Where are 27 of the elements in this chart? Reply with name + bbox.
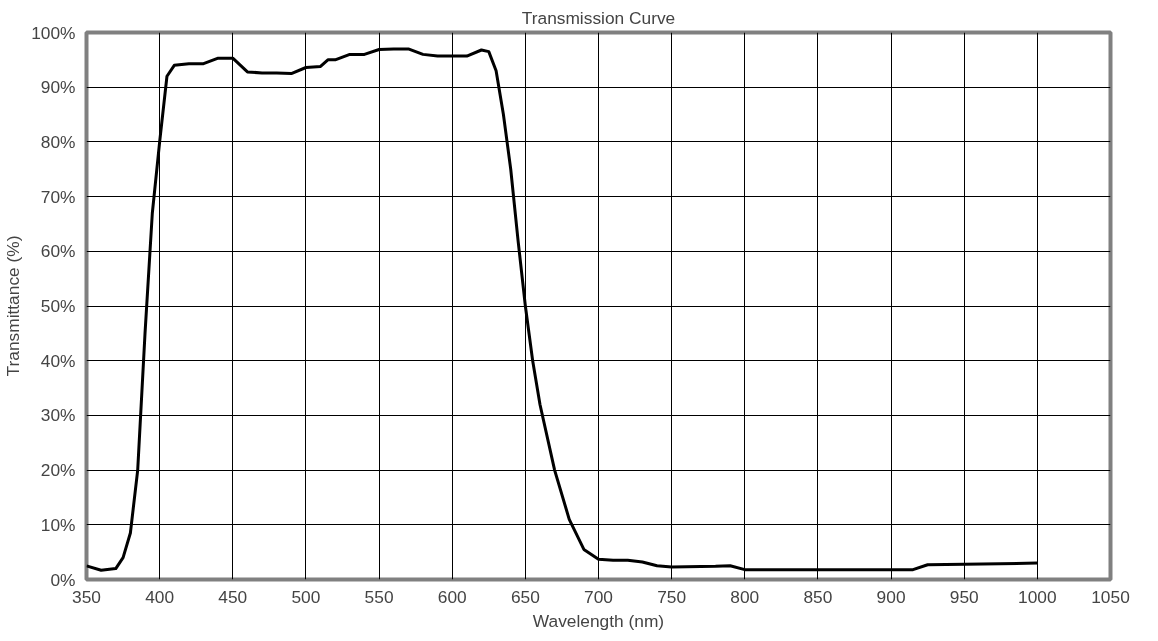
x-tick-label: 800 [730,586,760,607]
y-tick-label: 60% [40,241,76,262]
x-tick-label: 1000 [1018,586,1057,607]
x-tick-label: 750 [657,586,687,607]
x-tick-label: 1050 [1091,586,1130,607]
y-tick-label: 90% [40,77,76,98]
y-tick-label: 30% [40,405,76,426]
y-tick-label: 40% [40,350,76,371]
x-tick-label: 500 [291,586,321,607]
y-tick-label: 20% [40,460,76,481]
x-tick-label: 700 [584,586,613,607]
x-tick-label: 600 [437,586,467,607]
y-tick-label: 70% [40,186,76,207]
x-tick-label: 950 [949,586,979,607]
chart-title: Transmission Curve [521,7,676,28]
x-tick-label: 900 [876,586,906,607]
x-tick-label: 400 [145,586,175,607]
y-tick-label: 10% [40,514,76,535]
x-axis-title: Wavelength (nm) [532,610,665,631]
x-tick-label: 650 [510,586,540,607]
y-tick-label: 80% [40,131,76,152]
y-tick-label: 100% [31,22,76,43]
x-tick-label: 550 [364,586,394,607]
x-tick-label: 850 [803,586,833,607]
x-tick-label: 450 [218,586,248,607]
y-axis-title: Transmittance (%) [3,235,24,377]
y-tick-label: 50% [40,296,76,316]
